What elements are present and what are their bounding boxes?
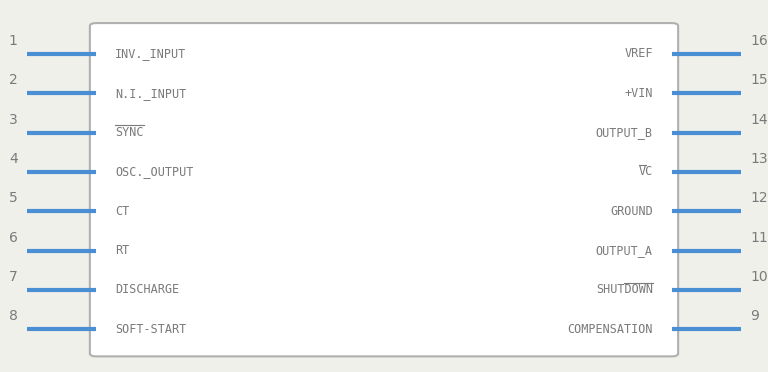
Text: 1: 1 bbox=[8, 34, 18, 48]
Text: VC: VC bbox=[638, 166, 653, 179]
Text: 7: 7 bbox=[9, 270, 18, 284]
Text: VREF: VREF bbox=[624, 48, 653, 60]
Text: 10: 10 bbox=[750, 270, 768, 284]
Text: 14: 14 bbox=[750, 113, 768, 126]
Text: 12: 12 bbox=[750, 191, 768, 205]
Text: 4: 4 bbox=[9, 152, 18, 166]
Text: CT: CT bbox=[115, 205, 130, 218]
Text: SHUTDOWN: SHUTDOWN bbox=[596, 283, 653, 296]
Text: INV._INPUT: INV._INPUT bbox=[115, 48, 187, 60]
Text: OUTPUT_A: OUTPUT_A bbox=[596, 244, 653, 257]
Text: N.I._INPUT: N.I._INPUT bbox=[115, 87, 187, 100]
Text: COMPENSATION: COMPENSATION bbox=[568, 323, 653, 336]
Text: GROUND: GROUND bbox=[610, 205, 653, 218]
Text: SYNC: SYNC bbox=[115, 126, 144, 139]
Text: 3: 3 bbox=[9, 113, 18, 126]
Text: OUTPUT_B: OUTPUT_B bbox=[596, 126, 653, 139]
Text: SOFT-START: SOFT-START bbox=[115, 323, 187, 336]
Text: 9: 9 bbox=[750, 309, 760, 323]
Text: +VIN: +VIN bbox=[624, 87, 653, 100]
Text: 6: 6 bbox=[8, 231, 18, 244]
Text: OSC._OUTPUT: OSC._OUTPUT bbox=[115, 166, 194, 179]
Text: 13: 13 bbox=[750, 152, 768, 166]
Text: 5: 5 bbox=[9, 191, 18, 205]
Text: DISCHARGE: DISCHARGE bbox=[115, 283, 179, 296]
Text: 15: 15 bbox=[750, 73, 768, 87]
Text: 16: 16 bbox=[750, 34, 768, 48]
Text: RT: RT bbox=[115, 244, 130, 257]
Text: 11: 11 bbox=[750, 231, 768, 244]
Text: 8: 8 bbox=[8, 309, 18, 323]
FancyBboxPatch shape bbox=[90, 23, 678, 356]
Text: 2: 2 bbox=[9, 73, 18, 87]
